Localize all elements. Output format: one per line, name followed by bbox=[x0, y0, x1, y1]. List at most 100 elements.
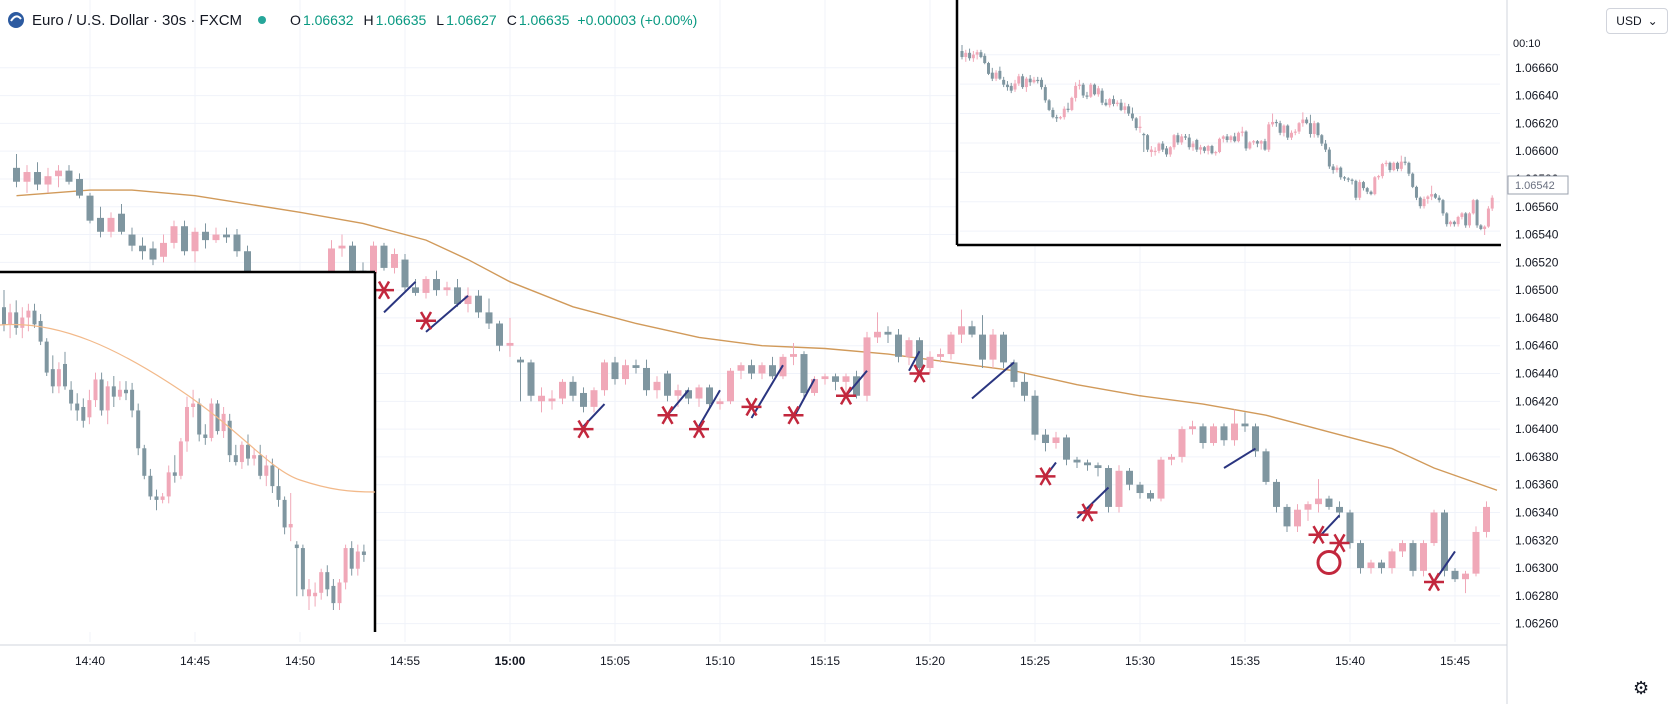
inset-candle bbox=[313, 592, 318, 597]
x-tick-label: 14:40 bbox=[75, 654, 105, 668]
inset-candle bbox=[1028, 78, 1032, 83]
inset-candle bbox=[1259, 141, 1263, 144]
candle-down bbox=[895, 334, 902, 357]
signal-line bbox=[698, 389, 721, 427]
gear-icon[interactable]: ⚙ bbox=[1633, 678, 1650, 698]
candle-up bbox=[1304, 504, 1312, 510]
inset-candle bbox=[983, 55, 987, 64]
inset-candle bbox=[1271, 121, 1275, 125]
top-inset-background bbox=[957, 0, 1501, 245]
y-tick-label: 1.06260 bbox=[1515, 617, 1559, 631]
candle-up bbox=[1210, 426, 1217, 444]
candle-up bbox=[559, 381, 566, 399]
candle-up bbox=[737, 365, 745, 371]
candle-down bbox=[1378, 562, 1385, 569]
candle-down bbox=[706, 387, 713, 405]
candle-down bbox=[149, 248, 157, 260]
inset-candle bbox=[1414, 186, 1418, 198]
inset-candle bbox=[1411, 173, 1415, 187]
candle-down bbox=[380, 245, 388, 268]
inset-candle bbox=[979, 52, 983, 58]
candle-up bbox=[989, 334, 997, 360]
candle-down bbox=[223, 234, 230, 238]
inset-candle bbox=[337, 582, 342, 604]
candle-down bbox=[97, 217, 104, 232]
candle-up bbox=[1178, 429, 1186, 457]
inset-candle bbox=[246, 444, 250, 459]
inset-candle bbox=[1308, 123, 1312, 134]
x-tick-label: 14:45 bbox=[180, 654, 210, 668]
inset-candle bbox=[166, 472, 171, 497]
symbol-title[interactable]: Euro / U.S. Dollar · 30s · FXCM bbox=[32, 11, 243, 29]
inset-candle bbox=[1475, 200, 1479, 226]
candle-down bbox=[1042, 434, 1049, 444]
candle-up bbox=[548, 398, 556, 402]
axes: 1.066601.066401.066201.066001.065801.065… bbox=[0, 0, 1569, 704]
candle-down bbox=[118, 213, 125, 232]
high-value: 1.06635 bbox=[375, 12, 427, 28]
candle-up bbox=[1052, 437, 1060, 444]
asterisk-stroke bbox=[577, 419, 590, 439]
y-tick-label: 1.06320 bbox=[1515, 533, 1559, 547]
y-tick-label: 1.06440 bbox=[1515, 367, 1559, 381]
inset-candle bbox=[1373, 177, 1377, 195]
candle-up bbox=[1462, 573, 1469, 580]
x-tick-label: 14:55 bbox=[390, 654, 420, 668]
candle-up bbox=[55, 170, 62, 177]
signal-line bbox=[1223, 447, 1257, 469]
candle-up bbox=[947, 334, 955, 355]
inset-candle bbox=[1479, 225, 1483, 229]
inset-candle bbox=[1032, 79, 1036, 83]
inset-candle bbox=[355, 551, 360, 569]
candle-down bbox=[1409, 543, 1417, 571]
inset-candle bbox=[1365, 188, 1369, 192]
y-tick-label: 1.06640 bbox=[1515, 89, 1559, 103]
low-label: L bbox=[436, 12, 445, 28]
y-tick-label: 1.06380 bbox=[1515, 450, 1559, 464]
candle-up bbox=[601, 362, 608, 391]
inset-candle bbox=[975, 52, 979, 55]
inset-candle bbox=[148, 475, 153, 497]
asterisk-stroke bbox=[419, 311, 433, 330]
inset-candle bbox=[1460, 213, 1464, 217]
candle-down bbox=[139, 245, 146, 252]
inset-candle bbox=[154, 496, 159, 500]
inset-candle bbox=[1051, 109, 1055, 118]
candle-down bbox=[769, 365, 776, 377]
candle-up bbox=[905, 340, 913, 357]
asterisk-stroke bbox=[1039, 467, 1052, 486]
candle-down bbox=[916, 340, 923, 368]
inset-candle bbox=[1017, 76, 1021, 84]
fxcm-logo-icon bbox=[8, 12, 24, 28]
inset-candle bbox=[971, 54, 975, 59]
candle-up bbox=[1189, 426, 1196, 430]
candle-up bbox=[1294, 509, 1301, 527]
asterisk-stroke bbox=[661, 405, 674, 425]
low-value: 1.06627 bbox=[446, 12, 497, 28]
inset-candle bbox=[1255, 141, 1259, 144]
inset-candle bbox=[964, 52, 968, 58]
candle-up bbox=[842, 376, 850, 382]
candle-down bbox=[527, 362, 535, 396]
inset-candle bbox=[998, 70, 1002, 79]
inset-candle bbox=[1043, 87, 1047, 101]
inset-candle bbox=[50, 369, 55, 387]
inset-candle bbox=[172, 472, 177, 476]
inset-candle bbox=[1289, 132, 1293, 138]
inset-candle bbox=[1437, 197, 1441, 201]
asterisk-marker bbox=[836, 386, 856, 406]
currency-button[interactable]: USD ⌄ bbox=[1606, 8, 1668, 34]
asterisk-marker bbox=[1308, 525, 1329, 545]
asterisk-marker bbox=[783, 405, 804, 425]
candle-down bbox=[1451, 570, 1459, 580]
inset-candle bbox=[1377, 176, 1381, 178]
inset-candle bbox=[1350, 179, 1354, 181]
circle-marker bbox=[1316, 550, 1342, 576]
y-tick-label: 1.06600 bbox=[1515, 144, 1559, 158]
inset-candle bbox=[185, 406, 189, 442]
inset-candle bbox=[1074, 85, 1078, 98]
candle-down bbox=[1441, 512, 1448, 571]
inset-candle bbox=[270, 465, 275, 487]
inset-candle bbox=[325, 572, 330, 590]
